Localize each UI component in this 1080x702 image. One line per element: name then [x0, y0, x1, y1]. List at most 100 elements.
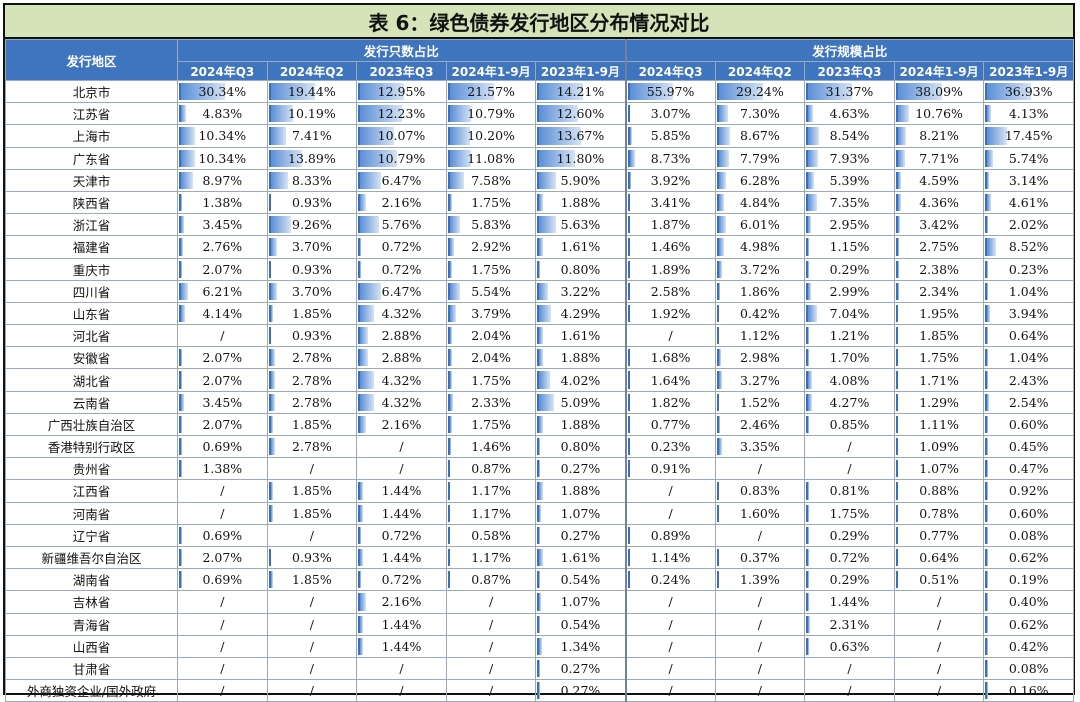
cell-value: 1.85% [292, 416, 332, 432]
scale-share-cell: 0.88% [893, 479, 985, 503]
cell-value: 0.40% [1008, 594, 1049, 610]
data-bar [627, 193, 631, 212]
cell-value: 6.47% [381, 283, 422, 299]
data-bar [447, 526, 451, 544]
region-cell: 福建省 [5, 235, 178, 259]
scale-share-cell: 0.37% [714, 545, 806, 570]
scale-share-cell: / [893, 634, 985, 658]
cell-value: 5.09% [560, 394, 601, 410]
data-bar [358, 238, 361, 256]
table-row: 重庆市 2.07% 0.93% 0.72% 1.75% 0.80% 1.89% 3.72% 0.… [5, 257, 1074, 281]
cell-value: / [668, 328, 673, 344]
cell-value: 0.62% [1008, 550, 1049, 566]
table-row: 香港特别行政区 0.69% 2.78% / 1.46% 0.80% 0.23% 3.35% / 1… [5, 434, 1074, 459]
data-bar [268, 193, 272, 212]
data-bar [537, 127, 582, 145]
count-share-cell: 1.88% [535, 412, 627, 437]
scale-share-cell: 0.81% [804, 479, 895, 503]
cell-value: / [757, 616, 762, 632]
cell-value: / [309, 594, 314, 610]
scale-share-cell: 8.52% [983, 235, 1074, 259]
scale-share-cell: 2.58% [625, 279, 716, 303]
count-period-header: 2023年1-9月 [535, 61, 627, 81]
count-share-cell: 21.57% [445, 79, 537, 104]
cell-value: 1.21% [829, 328, 870, 344]
scale-share-cell: 1.64% [625, 368, 716, 392]
count-share-cell: 0.27% [535, 656, 627, 681]
cell-value: 1.14% [650, 550, 691, 566]
cell-value: / [399, 683, 404, 699]
data-bar [985, 304, 991, 323]
count-share-cell: 2.92% [445, 235, 537, 259]
count-share-cell: 0.93% [266, 545, 358, 570]
cell-value: 2.98% [740, 350, 780, 366]
cell-value: 3.35% [740, 439, 780, 455]
scale-share-cell: 3.07% [625, 102, 716, 126]
cell-value: 2.02% [1008, 217, 1049, 233]
cell-value: 14.21% [556, 84, 605, 100]
data-bar [985, 637, 989, 655]
scale-share-cell: 0.62% [983, 612, 1074, 636]
scale-share-cell: 1.75% [893, 346, 985, 370]
count-share-cell: 0.93% [266, 324, 358, 348]
cell-value: 0.16% [1008, 683, 1049, 699]
cell-value: 1.46% [650, 239, 691, 255]
count-share-cell: 0.69% [177, 434, 268, 459]
scale-share-cell: 2.43% [983, 368, 1074, 392]
scale-share-cell: 1.70% [804, 346, 895, 370]
cell-value: 4.84% [740, 195, 780, 211]
cell-value: 2.07% [202, 372, 243, 388]
data-bar [358, 637, 364, 655]
data-bar [985, 193, 992, 212]
count-share-cell: / [177, 612, 268, 636]
data-bar [806, 304, 817, 323]
table-title: 表 6：绿色债券发行地区分布情况对比 [5, 5, 1073, 39]
data-bar [985, 615, 989, 633]
data-bar [806, 149, 818, 167]
cell-value: 2.33% [471, 394, 511, 410]
data-bar [627, 149, 635, 167]
count-share-cell: 2.07% [177, 545, 268, 570]
scale-share-cell: / [804, 656, 895, 681]
data-bar [716, 83, 763, 101]
scale-share-cell: 0.72% [804, 545, 895, 570]
count-share-cell: 4.02% [535, 368, 627, 392]
cell-value: 55.97% [646, 84, 695, 100]
cell-value: 1.95% [919, 305, 959, 321]
data-bar [447, 304, 456, 323]
data-bar [806, 482, 809, 500]
region-cell: 重庆市 [5, 257, 178, 281]
data-bar [358, 548, 364, 567]
cell-value: 1.17% [471, 483, 511, 499]
count-share-cell: 4.32% [356, 368, 447, 392]
scale-share-cell: 8.67% [714, 124, 806, 148]
table-row: 山西省 / / 1.44% / 1.34% / / 0.63% / 0.42% [5, 634, 1074, 658]
data-bar [179, 193, 182, 212]
cell-value: 0.69% [202, 527, 243, 543]
data-bar [895, 393, 899, 411]
count-share-cell: / [266, 679, 358, 702]
cell-value: 1.82% [650, 394, 691, 410]
cell-value: 1.12% [740, 328, 780, 344]
count-share-cell: 0.54% [535, 612, 627, 636]
cell-value: 0.08% [1008, 660, 1049, 676]
cell-value: 3.22% [560, 283, 601, 299]
scale-share-cell: 3.94% [983, 301, 1074, 326]
cell-value: 2.16% [381, 594, 422, 610]
scale-share-cell: / [625, 679, 716, 702]
data-bar [447, 282, 460, 300]
data-bar [895, 149, 906, 167]
cell-value: / [668, 616, 673, 632]
cell-value: 1.75% [471, 372, 511, 388]
scale-share-cell: 7.30% [714, 102, 806, 126]
table-row: 甘肃省 / / / / 0.27% / / / / 0.08% [5, 656, 1074, 681]
data-bar [895, 260, 899, 278]
count-share-cell: 1.75% [445, 412, 537, 437]
count-share-cell: 30.34% [177, 79, 268, 104]
count-share-cell: 4.14% [177, 301, 268, 326]
cell-value: 0.77% [650, 416, 691, 432]
cell-value: / [220, 616, 225, 632]
cell-value: 7.35% [829, 195, 870, 211]
data-bar [179, 216, 185, 234]
cell-value: 4.32% [381, 305, 422, 321]
